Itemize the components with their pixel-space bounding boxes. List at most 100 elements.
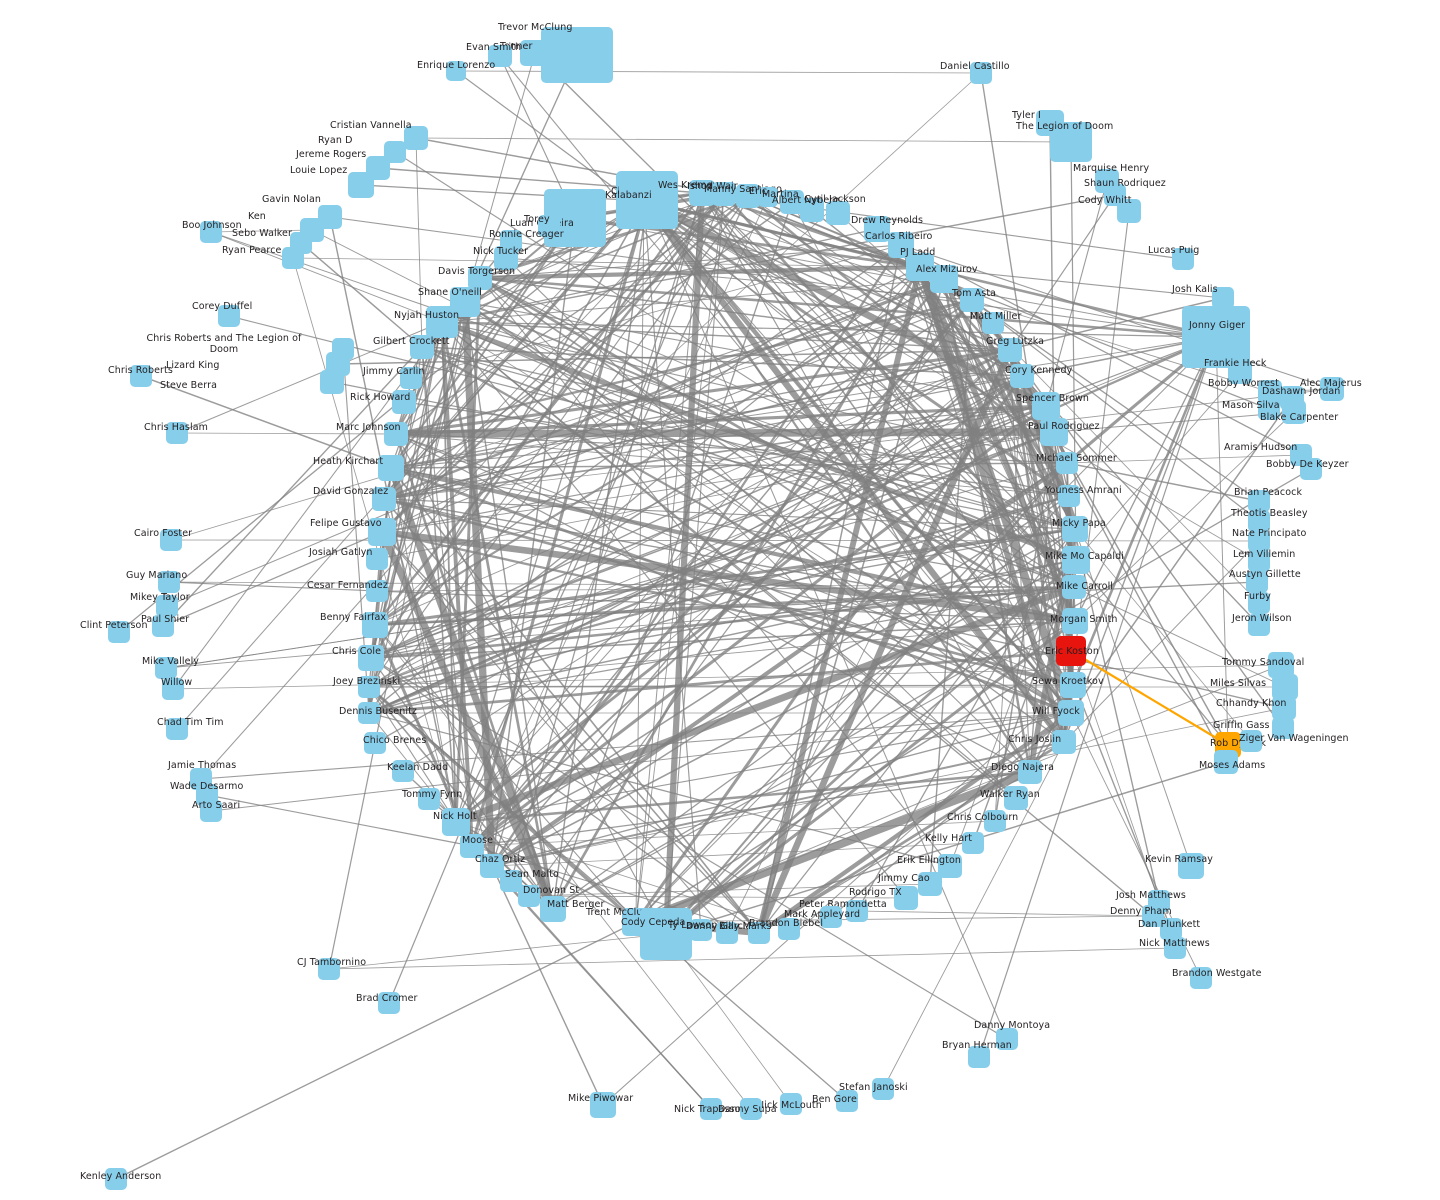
graph-node[interactable] (982, 312, 1004, 334)
graph-node[interactable] (1212, 287, 1234, 309)
graph-node[interactable] (318, 958, 340, 980)
graph-node[interactable] (780, 1093, 802, 1115)
graph-node[interactable] (1060, 672, 1086, 698)
graph-node[interactable] (1010, 364, 1034, 388)
graph-node[interactable] (1272, 674, 1298, 700)
graph-node[interactable] (1004, 786, 1028, 810)
graph-node[interactable] (152, 615, 174, 637)
graph-node[interactable] (700, 1098, 722, 1120)
graph-node[interactable] (758, 187, 778, 207)
graph-node[interactable] (1248, 510, 1270, 532)
graph-node[interactable] (446, 61, 466, 81)
graph-node[interactable] (906, 253, 934, 281)
graph-node[interactable] (1052, 730, 1076, 754)
graph-node[interactable] (996, 1028, 1018, 1050)
graph-node[interactable] (200, 800, 222, 822)
graph-node[interactable] (1172, 248, 1194, 270)
graph-node[interactable] (1142, 905, 1164, 927)
graph-node[interactable] (358, 676, 380, 698)
graph-node[interactable] (1190, 967, 1212, 989)
graph-node[interactable] (640, 908, 692, 960)
graph-node[interactable] (538, 215, 560, 237)
graph-node[interactable] (348, 172, 374, 198)
graph-node[interactable] (712, 182, 736, 206)
graph-node[interactable] (970, 62, 992, 84)
graph-node[interactable] (960, 288, 984, 312)
graph-node[interactable] (962, 832, 984, 854)
graph-node[interactable] (1320, 377, 1344, 401)
graph-node[interactable] (1248, 490, 1270, 512)
graph-node[interactable] (836, 1090, 858, 1112)
graph-node[interactable] (800, 198, 824, 222)
graph-node[interactable] (392, 760, 414, 782)
graph-node[interactable] (166, 718, 188, 740)
graph-node[interactable] (200, 221, 222, 243)
graph-node[interactable] (162, 678, 184, 700)
graph-node[interactable] (1117, 199, 1141, 223)
graph-node[interactable] (930, 265, 958, 293)
graph-node[interactable] (364, 732, 386, 754)
graph-node[interactable] (1178, 853, 1204, 879)
graph-node[interactable] (1058, 485, 1080, 507)
graph-node[interactable] (1258, 398, 1280, 420)
graph-node[interactable] (1282, 400, 1306, 424)
graph-node[interactable] (1056, 636, 1086, 666)
graph-node[interactable] (362, 612, 388, 638)
graph-node[interactable] (366, 580, 388, 602)
graph-node[interactable] (1248, 550, 1270, 572)
graph-node[interactable] (1248, 530, 1270, 552)
graph-node[interactable] (918, 872, 942, 896)
graph-node[interactable] (1058, 700, 1084, 726)
graph-node[interactable] (1246, 571, 1268, 593)
graph-node[interactable] (716, 922, 738, 944)
graph-node[interactable] (740, 1098, 762, 1120)
graph-node[interactable] (1160, 918, 1182, 940)
graph-node[interactable] (1248, 614, 1270, 636)
graph-node[interactable] (108, 621, 130, 643)
graph-node[interactable] (1062, 546, 1090, 574)
graph-node[interactable] (1032, 392, 1060, 420)
graph-node[interactable] (1272, 696, 1296, 720)
graph-node[interactable] (846, 900, 868, 922)
graph-node[interactable] (1248, 592, 1270, 614)
graph-node[interactable] (1164, 937, 1186, 959)
graph-node[interactable] (156, 595, 178, 617)
graph-node[interactable] (1040, 418, 1068, 446)
graph-node[interactable] (468, 266, 492, 290)
graph-node[interactable] (494, 246, 518, 270)
graph-node[interactable] (778, 918, 800, 940)
graph-node[interactable] (130, 365, 152, 387)
graph-node[interactable] (1062, 516, 1088, 542)
graph-node[interactable] (520, 40, 550, 66)
graph-node[interactable] (748, 922, 770, 944)
graph-node[interactable] (155, 657, 177, 679)
graph-node[interactable] (442, 808, 470, 836)
graph-node[interactable] (968, 1046, 990, 1068)
graph-node[interactable] (105, 1168, 127, 1190)
graph-node[interactable] (1062, 575, 1086, 599)
graph-node[interactable] (366, 548, 388, 570)
graph-node[interactable] (820, 906, 842, 928)
graph-node[interactable] (358, 702, 380, 724)
graph-node[interactable] (518, 885, 540, 907)
graph-node[interactable] (1182, 306, 1250, 368)
graph-node[interactable] (736, 184, 760, 208)
graph-node[interactable] (864, 216, 890, 242)
graph-node[interactable] (619, 176, 669, 226)
graph-node[interactable] (1056, 452, 1078, 474)
graph-node[interactable] (418, 788, 440, 810)
graph-node[interactable] (368, 518, 396, 546)
graph-node[interactable] (1228, 360, 1252, 384)
graph-node[interactable] (392, 390, 416, 414)
graph-node[interactable] (826, 201, 850, 225)
graph-node[interactable] (1300, 458, 1322, 480)
graph-node[interactable] (378, 455, 404, 481)
graph-node[interactable] (1050, 122, 1092, 162)
graph-node[interactable] (158, 571, 180, 593)
graph-node[interactable] (358, 645, 384, 671)
graph-node[interactable] (894, 886, 918, 910)
graph-node[interactable] (1214, 750, 1238, 774)
graph-node[interactable] (938, 854, 962, 878)
graph-node[interactable] (378, 992, 400, 1014)
graph-node[interactable] (320, 370, 344, 394)
